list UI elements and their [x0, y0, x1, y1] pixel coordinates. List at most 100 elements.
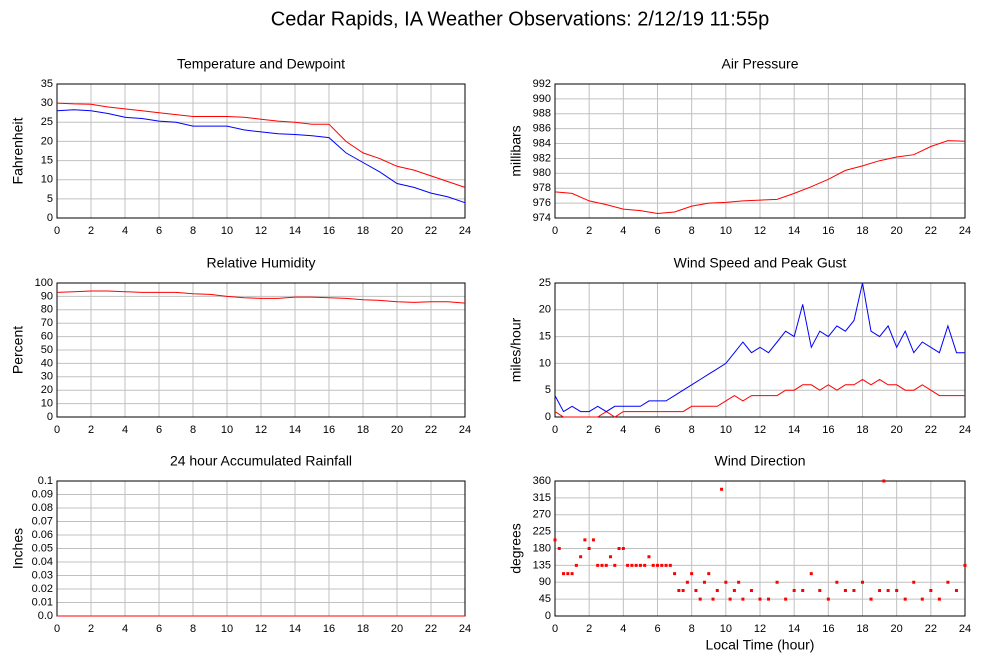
y-tick-label: 982 [533, 152, 551, 164]
y-tick-label: 225 [533, 526, 551, 538]
x-tick-label: 24 [959, 424, 971, 436]
x-tick-label: 4 [620, 225, 626, 237]
x-tick-label: 20 [891, 225, 903, 237]
x-tick-label: 18 [357, 225, 369, 237]
y-tick-label: 15 [41, 154, 53, 166]
x-tick-label: 20 [891, 623, 903, 635]
point [737, 580, 741, 584]
point [617, 547, 621, 550]
x-tick-label: 0 [54, 623, 60, 635]
x-tick-label: 16 [822, 623, 834, 635]
x-tick-label: 10 [221, 225, 233, 237]
point [732, 589, 736, 592]
x-tick-label: 2 [586, 225, 592, 237]
point [613, 563, 617, 567]
y-tick-label: 0 [545, 610, 551, 622]
x-tick-label: 8 [190, 623, 196, 635]
x-tick-label: 20 [891, 424, 903, 436]
point [664, 563, 668, 567]
plot-frame [554, 282, 966, 418]
x-tick-label: 14 [788, 225, 800, 237]
point [690, 572, 694, 576]
series-line [56, 290, 466, 304]
x-tick-label: 14 [289, 225, 301, 237]
point [826, 597, 830, 601]
point [579, 555, 583, 559]
panel-title: Air Pressure [721, 56, 798, 72]
panel-title: Wind Speed and Peak Gust [674, 255, 847, 271]
x-tick-label: 4 [620, 623, 626, 635]
series-line [56, 102, 466, 188]
x-tick-label: 8 [190, 225, 196, 237]
x-tick-label: 8 [190, 424, 196, 436]
point [711, 597, 715, 601]
x-tick-label: 2 [88, 225, 94, 237]
x-tick-label: 24 [459, 225, 471, 237]
x-tick-label: 4 [122, 623, 128, 635]
x-tick-label: 24 [959, 225, 971, 237]
y-tick-label: 0.1 [38, 475, 53, 487]
y-tick-label: 135 [533, 559, 551, 571]
y-tick-label: 990 [533, 93, 551, 105]
y-tick-label: 0.05 [32, 542, 53, 554]
point [861, 580, 864, 584]
point [937, 597, 941, 601]
y-tick-label: 0.07 [32, 515, 53, 527]
point [553, 538, 557, 542]
y-axis-label: Inches [10, 528, 26, 569]
x-tick-label: 24 [459, 623, 471, 635]
point [809, 572, 813, 576]
x-tick-label: 10 [720, 225, 732, 237]
x-tick-label: 0 [552, 623, 558, 635]
x-tick-label: 12 [754, 424, 766, 436]
point [954, 589, 958, 592]
x-tick-label: 0 [54, 424, 60, 436]
x-tick-label: 14 [788, 623, 800, 635]
x-tick-label: 18 [357, 623, 369, 635]
point [767, 597, 771, 601]
point [557, 547, 561, 550]
point [583, 538, 587, 542]
x-tick-label: 16 [323, 424, 335, 436]
x-tick-label: 22 [925, 225, 937, 237]
point [702, 580, 706, 584]
y-tick-label: 25 [539, 277, 551, 289]
x-tick-label: 10 [221, 623, 233, 635]
y-tick-label: 25 [41, 116, 53, 128]
x-tick-label: 6 [654, 424, 660, 436]
point [886, 589, 890, 592]
point [801, 589, 805, 592]
y-tick-label: 984 [533, 137, 551, 149]
y-tick-label: 0.06 [32, 529, 53, 541]
plot-frame [554, 83, 966, 219]
y-tick-label: 10 [41, 174, 53, 186]
series-line [56, 109, 466, 204]
point [818, 589, 822, 592]
y-tick-label: 0.0 [38, 610, 53, 622]
panel-title: Relative Humidity [207, 255, 316, 271]
y-tick-label: 974 [533, 212, 551, 224]
x-tick-label: 24 [959, 623, 971, 635]
y-tick-label: 992 [533, 78, 551, 90]
x-tick-label: 20 [391, 623, 403, 635]
point [668, 563, 672, 567]
x-tick-label: 22 [925, 424, 937, 436]
x-tick-label: 18 [357, 424, 369, 436]
y-tick-label: 35 [41, 78, 53, 90]
point [903, 597, 907, 601]
point [630, 563, 634, 567]
point [647, 555, 651, 559]
x-tick-label: 16 [822, 424, 834, 436]
y-tick-label: 0 [47, 411, 53, 423]
x-tick-label: 2 [586, 623, 592, 635]
series-line [554, 282, 965, 413]
x-tick-label: 8 [689, 424, 695, 436]
x-tick-label: 10 [221, 424, 233, 436]
series-line [554, 140, 966, 215]
y-tick-label: 45 [539, 593, 551, 605]
point [895, 589, 899, 592]
point [677, 589, 681, 592]
y-tick-label: 0.09 [32, 488, 53, 500]
